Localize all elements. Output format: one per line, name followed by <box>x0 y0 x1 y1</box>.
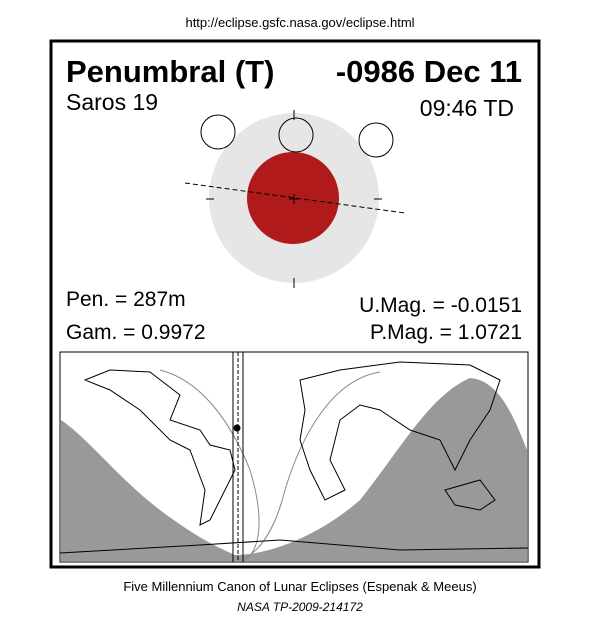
eclipse-type: Penumbral (T) <box>66 54 274 89</box>
axis-ticks <box>206 110 382 288</box>
time: 09:46 TD <box>420 95 514 121</box>
penumbral-duration: Pen. = 287m <box>66 288 186 311</box>
moon-path <box>184 182 406 214</box>
antarctica <box>59 539 529 554</box>
eurasia-africa <box>299 361 501 501</box>
eclipse-date: -0986 Dec 11 <box>336 54 522 89</box>
moon <box>200 114 236 150</box>
world-map <box>59 351 529 563</box>
sub-lunar-point <box>233 424 241 432</box>
penumbral-contact <box>244 371 381 559</box>
penumbral-magnitude: P.Mag. = 1.0721 <box>370 321 522 344</box>
night-region <box>61 420 235 561</box>
frame <box>49 39 541 569</box>
night-region <box>235 378 527 561</box>
umbra <box>247 152 339 244</box>
penumbral-contact <box>159 369 260 561</box>
footer-ref: NASA TP-2009-214172 <box>237 600 363 614</box>
americas <box>83 369 236 526</box>
moon <box>278 117 314 153</box>
saros: Saros 19 <box>66 89 158 115</box>
url: http://eclipse.gsfc.nasa.gov/eclipse.htm… <box>185 15 414 30</box>
footer-title: Five Millennium Canon of Lunar Eclipses … <box>123 579 476 594</box>
umbral-magnitude: U.Mag. = -0.0151 <box>359 294 522 317</box>
gamma: Gam. = 0.9972 <box>66 321 206 344</box>
shadow-diagram <box>184 110 406 288</box>
australia <box>444 479 496 511</box>
moon <box>358 122 394 158</box>
